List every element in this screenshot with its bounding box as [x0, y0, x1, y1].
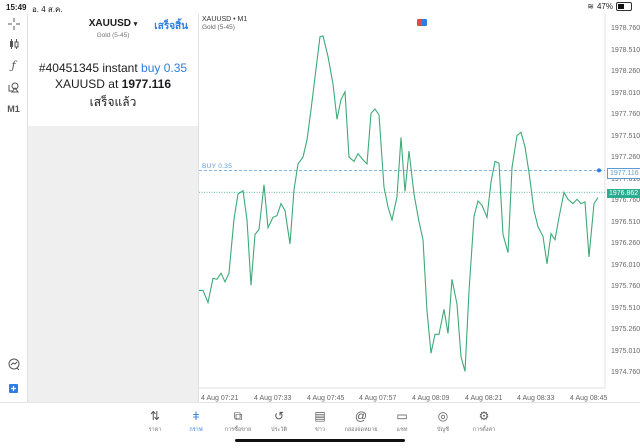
y-tick-label: 1977.010 — [611, 175, 640, 183]
y-tick-label: 1977.510 — [611, 132, 640, 140]
status-line: เสร็จแล้ว — [89, 95, 137, 109]
status-right: ≋ 47% — [587, 2, 632, 11]
tab-label: กล่องจดหมาย — [344, 427, 378, 433]
tab-history[interactable]: ↺ ประวัติ — [259, 409, 299, 434]
tab-label: การซื้อขาย — [224, 427, 252, 433]
history-icon: ↺ — [273, 409, 285, 423]
order-line: #40451345 instant buy 0.35 — [38, 61, 188, 75]
chat-icon: ▭ — [396, 409, 408, 423]
tab-label: ราคา — [148, 427, 162, 433]
y-tick-label: 1974.760 — [611, 369, 640, 376]
y-tick-label: 1978.010 — [611, 89, 640, 97]
battery-icon — [616, 2, 632, 11]
status-date: อ. 4 ส.ค. — [32, 5, 63, 14]
buy-position-label: BUY 0.35 — [202, 163, 233, 170]
y-tick-label: 1976.510 — [611, 218, 640, 226]
news-icon: ▤ — [314, 409, 326, 423]
y-tick-label: 1976.760 — [611, 197, 640, 204]
price-chart[interactable]: XAUUSD • M1 Gold (5-45) BUY 0.35 1978.76… — [198, 14, 640, 402]
indicators-icon[interactable]: ƒ — [11, 59, 16, 72]
y-tick-label: 1978.760 — [611, 25, 640, 32]
y-tick-label: 1975.510 — [611, 304, 640, 312]
panel-background — [28, 126, 198, 402]
tab-settings[interactable]: ⚙ การตั้งค่า — [464, 409, 504, 434]
bid-price-tag: 1976.862 — [607, 189, 640, 198]
new-order-icon[interactable] — [0, 383, 27, 397]
chevron-down-icon: ▾ — [133, 21, 138, 28]
y-tick-label: 1975.010 — [611, 347, 640, 355]
tab-label: ประวัติ — [270, 427, 288, 433]
trade-chat-icon[interactable] — [0, 358, 27, 373]
status-bar: 15:49 อ. 4 ส.ค. ≋ 47% — [0, 0, 640, 14]
one-click-trading-icon[interactable] — [417, 19, 427, 26]
tab-news[interactable]: ▤ ข่าว — [300, 409, 340, 434]
account-icon: ◎ — [437, 409, 449, 423]
objects-icon[interactable] — [0, 81, 27, 96]
y-tick-label: 1975.260 — [611, 326, 640, 333]
trade-result-panel: XAUUSD ▾ Gold (5-45) เสร็จสิ้น #40451345… — [28, 14, 198, 127]
trade-icon: ⧉ — [233, 409, 243, 423]
x-tick-label: 4 Aug 08:09 — [412, 395, 450, 402]
y-tick-label: 1978.510 — [611, 46, 640, 54]
tab-label: บัญชี — [437, 427, 449, 433]
left-toolbar: ƒ M1 — [0, 14, 28, 402]
symbol-selector[interactable]: XAUUSD ▾ — [88, 18, 138, 29]
chart-type-icon[interactable] — [0, 38, 27, 53]
x-tick-label: 4 Aug 07:21 — [201, 395, 239, 402]
tab-chart[interactable]: ǂ กราฟ — [176, 409, 216, 434]
y-tick-label: 1976.260 — [611, 240, 640, 247]
y-tick-label: 1977.760 — [611, 111, 640, 118]
x-tick-label: 4 Aug 08:21 — [465, 395, 503, 402]
y-tick-label: 1978.260 — [611, 68, 640, 75]
done-button[interactable]: เสร็จสิ้น — [154, 21, 188, 32]
x-tick-label: 4 Aug 08:45 — [570, 395, 608, 402]
crosshair-icon[interactable] — [0, 18, 27, 33]
tab-label: ข่าว — [315, 427, 325, 433]
tab-account[interactable]: ◎ บัญชี — [423, 409, 463, 434]
wifi-icon: ≋ — [587, 2, 594, 11]
y-tick-label: 1977.260 — [611, 154, 640, 161]
settings-icon: ⚙ — [478, 409, 490, 423]
tab-chat[interactable]: ▭ แชท — [382, 409, 422, 434]
mailbox-icon: @ — [354, 409, 368, 423]
execution-line: XAUUSD at 1977.116 — [54, 77, 172, 91]
x-tick-label: 4 Aug 07:45 — [307, 395, 345, 402]
y-tick-label: 1975.760 — [611, 283, 640, 290]
y-tick-label: 1976.010 — [611, 261, 640, 269]
chart-subtitle: Gold (5-45) — [202, 24, 235, 31]
status-time: 15:49 — [6, 3, 27, 12]
battery-percent: 47% — [596, 2, 613, 11]
quotes-icon: ⇅ — [149, 409, 161, 423]
chart-icon: ǂ — [192, 409, 200, 423]
symbol-description: Gold (5-45) — [96, 32, 130, 39]
tab-label: การตั้งค่า — [472, 427, 496, 433]
x-tick-label: 4 Aug 07:33 — [254, 395, 292, 402]
buy-price-tag: 1977.116 — [607, 168, 640, 179]
tab-label: แชท — [396, 427, 408, 433]
tab-quotes[interactable]: ⇅ ราคา — [135, 409, 175, 434]
timeframe-button[interactable]: M1 — [7, 104, 20, 114]
x-tick-label: 4 Aug 08:33 — [517, 395, 555, 402]
tab-label: กราฟ — [189, 427, 203, 433]
tab-mailbox[interactable]: @ กล่องจดหมาย — [341, 409, 381, 434]
tab-trade[interactable]: ⧉ การซื้อขาย — [218, 409, 258, 434]
chart-title: XAUUSD • M1 — [202, 16, 248, 23]
home-indicator — [235, 439, 405, 442]
x-tick-label: 4 Aug 07:57 — [359, 395, 397, 402]
chart-plot — [199, 14, 606, 389]
